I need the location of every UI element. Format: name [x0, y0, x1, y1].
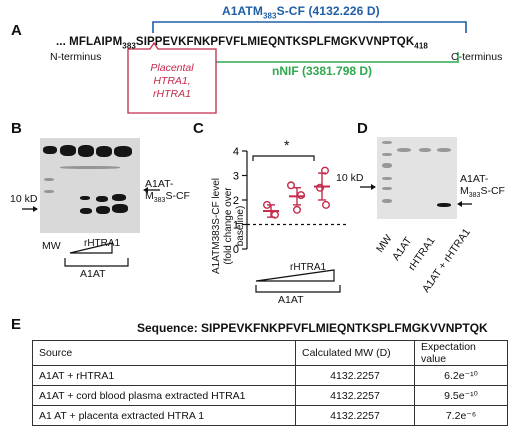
significance-bracket — [252, 155, 315, 161]
panel-letter-a: A — [11, 22, 22, 39]
panel-letter-e: E — [11, 316, 22, 333]
cell-source: A1AT + rHTRA1 — [32, 365, 296, 386]
cell-source: A1 AT + placenta extracted HTRA 1 — [32, 405, 296, 426]
scatter-chart: 0 1 2 3 4 — [233, 146, 348, 293]
a1at-label-c: A1AT — [278, 294, 304, 306]
a1at-bracket — [255, 285, 341, 293]
y-tick-label: 2 — [233, 195, 239, 207]
cell-mw: 4132.2257 — [295, 405, 415, 426]
y-tick-label: 1 — [233, 220, 239, 232]
western-blot-d — [377, 137, 457, 219]
a1at-label-b: A1AT — [80, 268, 106, 280]
data-point — [293, 205, 302, 214]
c-terminus-label: C-terminus — [451, 51, 503, 63]
rhtra1-label-c: rHTRA1 — [290, 262, 327, 273]
panel-b-annotations — [22, 187, 160, 267]
header-mw: Calculated MW (D) — [295, 340, 415, 366]
table-row: A1 AT + placenta extracted HTRA 1 4132.2… — [32, 405, 508, 426]
table-row: A1AT + cord blood plasma extracted HTRA1… — [32, 385, 508, 406]
header-source: Source — [32, 340, 296, 366]
kd-label-d: 10 kD — [336, 172, 364, 184]
data-point — [321, 166, 330, 175]
panel-letter-c: C — [193, 120, 204, 137]
table-row: A1AT + rHTRA1 4132.2257 6.2e⁻¹⁰ — [32, 365, 508, 386]
sequence-title: Sequence: SIPPEVKFNKPFVFLMIEQNTKSPLFMGKV… — [137, 321, 488, 335]
protein-sequence: ... MFLAIPM383SIPPEVKFNKPFVFLMIEQNTKSPLF… — [56, 36, 428, 51]
western-blot-b — [40, 138, 140, 233]
data-point — [322, 200, 331, 209]
protease-callout: Placental HTRA1, rHTRA1 — [150, 62, 194, 100]
rhtra1-ramp — [255, 269, 335, 282]
panel-d-annotations — [360, 184, 472, 207]
header-expectation: Expectation value — [414, 340, 508, 366]
y-tick-label: 3 — [233, 171, 239, 183]
data-point — [287, 181, 296, 190]
band-label-d: A1AT- M383S-CF — [460, 173, 505, 200]
y-tick-label: 0 — [233, 244, 239, 256]
significance-marker: * — [284, 137, 290, 153]
kd-label-b: 10 kD — [10, 193, 38, 205]
nnif-label: nNIF (3381.798 D) — [272, 64, 373, 78]
cell-expectation: 6.2e⁻¹⁰ — [414, 365, 508, 386]
cell-mw: 4132.2257 — [295, 365, 415, 386]
mw-label-b: MW — [42, 240, 61, 252]
band-label-b: A1AT- M383S-CF — [145, 178, 190, 205]
a1atm-fragment-label: A1ATM383S-CF (4132.226 D) — [222, 4, 380, 21]
panel-letter-d: D — [357, 120, 368, 137]
panel-a-brackets — [127, 21, 467, 114]
results-table: Source Calculated MW (D) Expectation val… — [32, 340, 508, 426]
rhtra1-label-b: rHTRA1 — [84, 238, 121, 249]
n-terminus-label: N-terminus — [50, 51, 102, 63]
cell-expectation: 9.5e⁻¹⁰ — [414, 385, 508, 406]
cell-expectation: 7.2e⁻⁶ — [414, 405, 508, 426]
y-tick-label: 4 — [233, 146, 239, 158]
cell-source: A1AT + cord blood plasma extracted HTRA1 — [32, 385, 296, 406]
cell-mw: 4132.2257 — [295, 385, 415, 406]
panel-letter-b: B — [11, 120, 22, 137]
table-header-row: Source Calculated MW (D) Expectation val… — [32, 340, 508, 366]
